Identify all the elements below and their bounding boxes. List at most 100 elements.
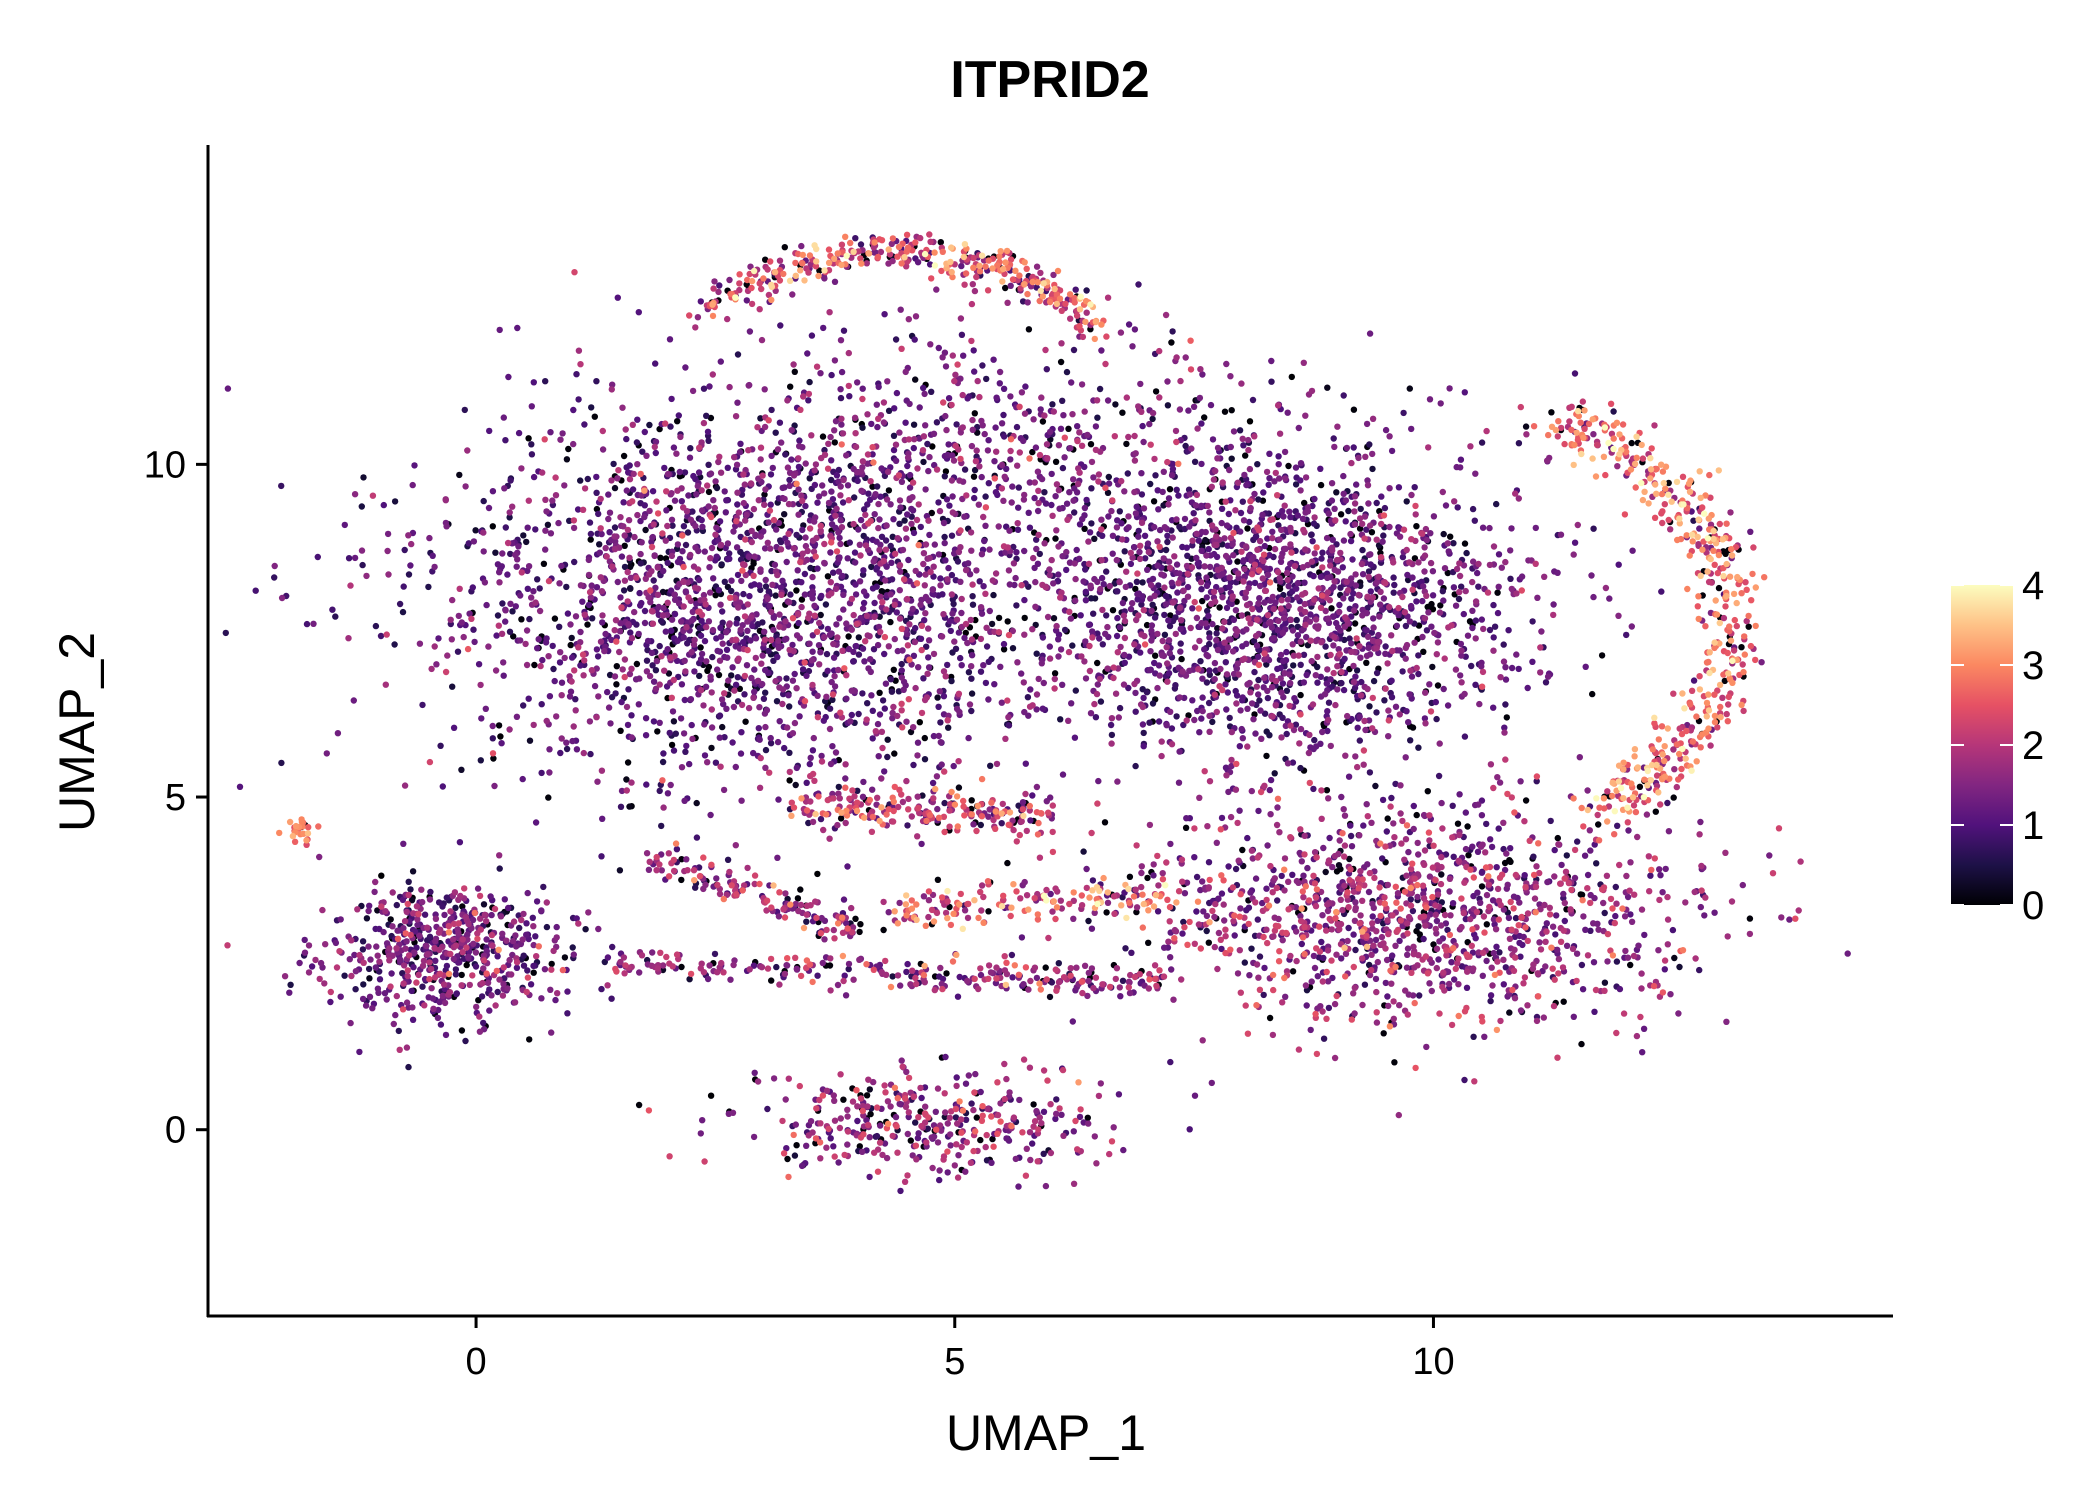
data-point — [1081, 560, 1088, 568]
data-point — [831, 439, 838, 446]
data-point — [1479, 524, 1487, 531]
data-point — [1257, 707, 1264, 714]
data-point — [764, 1105, 771, 1113]
data-point — [1179, 930, 1186, 937]
data-point — [986, 546, 993, 553]
data-point — [832, 749, 840, 756]
data-point — [868, 563, 875, 571]
data-point — [1169, 617, 1177, 625]
data-point — [1610, 408, 1617, 415]
data-point — [922, 422, 929, 429]
data-point — [762, 576, 769, 584]
data-point — [1077, 612, 1084, 619]
data-point — [1223, 522, 1231, 529]
data-point — [1614, 822, 1621, 829]
data-point — [765, 647, 772, 655]
data-point — [512, 551, 519, 558]
data-point — [929, 586, 936, 593]
data-point — [453, 990, 460, 998]
data-point — [998, 820, 1005, 827]
data-point — [1367, 561, 1374, 568]
data-point — [425, 583, 432, 591]
data-point — [710, 497, 717, 504]
data-point — [1411, 484, 1418, 491]
data-point — [1560, 998, 1567, 1005]
data-point — [1287, 560, 1294, 568]
data-point — [572, 696, 579, 703]
data-point — [534, 576, 541, 583]
data-point — [552, 996, 559, 1004]
data-point — [664, 790, 672, 797]
data-point — [604, 954, 612, 961]
data-point — [587, 536, 594, 543]
data-point — [1325, 510, 1333, 517]
data-point — [1193, 873, 1201, 881]
data-point — [466, 610, 473, 617]
data-point — [1152, 472, 1159, 479]
data-point — [1169, 465, 1177, 473]
data-point — [935, 551, 943, 558]
data-point — [371, 888, 378, 896]
data-point — [520, 532, 527, 539]
data-point — [480, 1019, 487, 1027]
data-point — [811, 481, 819, 489]
data-point — [882, 680, 890, 687]
data-point — [1218, 890, 1226, 897]
data-point — [612, 690, 619, 697]
data-point — [709, 653, 716, 661]
data-point — [684, 529, 692, 536]
data-point — [1697, 818, 1704, 826]
data-point — [850, 658, 857, 665]
data-point — [1167, 954, 1174, 961]
data-point — [517, 637, 524, 644]
data-point — [1209, 436, 1217, 443]
data-point — [815, 493, 823, 500]
data-point — [892, 1113, 900, 1121]
data-point — [310, 620, 317, 627]
data-point — [1579, 986, 1587, 993]
data-point — [820, 324, 827, 332]
data-point — [1479, 972, 1487, 979]
data-point — [978, 610, 986, 617]
data-point — [1451, 976, 1458, 983]
data-point — [1228, 455, 1235, 462]
data-point — [620, 499, 627, 506]
data-point — [1221, 408, 1229, 415]
data-point — [1295, 424, 1303, 432]
data-point — [872, 491, 879, 498]
data-point — [1538, 628, 1545, 635]
data-point — [1215, 895, 1222, 902]
data-point — [1590, 525, 1597, 532]
data-point — [556, 659, 564, 666]
data-point — [1168, 725, 1176, 732]
data-point — [1040, 679, 1048, 687]
data-point — [641, 513, 648, 521]
data-point — [817, 815, 825, 823]
data-point — [1338, 679, 1345, 687]
data-point — [1055, 636, 1062, 643]
data-point — [1251, 579, 1259, 587]
data-point — [669, 708, 677, 715]
data-point — [792, 551, 799, 558]
data-point — [1038, 475, 1046, 483]
data-point — [953, 421, 960, 428]
data-point — [1246, 972, 1253, 979]
data-point — [1721, 677, 1729, 685]
data-point — [524, 889, 531, 897]
data-point — [1670, 794, 1677, 801]
data-point — [730, 528, 737, 535]
data-point — [641, 428, 648, 436]
data-point — [1635, 942, 1642, 949]
data-point — [1495, 583, 1502, 590]
data-point — [582, 926, 589, 933]
data-point — [1213, 630, 1220, 637]
data-point — [608, 995, 615, 1002]
data-point — [1340, 472, 1347, 480]
data-point — [840, 1096, 847, 1103]
data-point — [1419, 597, 1426, 605]
data-point — [876, 689, 883, 696]
data-point — [591, 413, 598, 420]
data-point — [877, 493, 884, 500]
data-point — [854, 379, 861, 386]
data-point — [601, 958, 608, 966]
